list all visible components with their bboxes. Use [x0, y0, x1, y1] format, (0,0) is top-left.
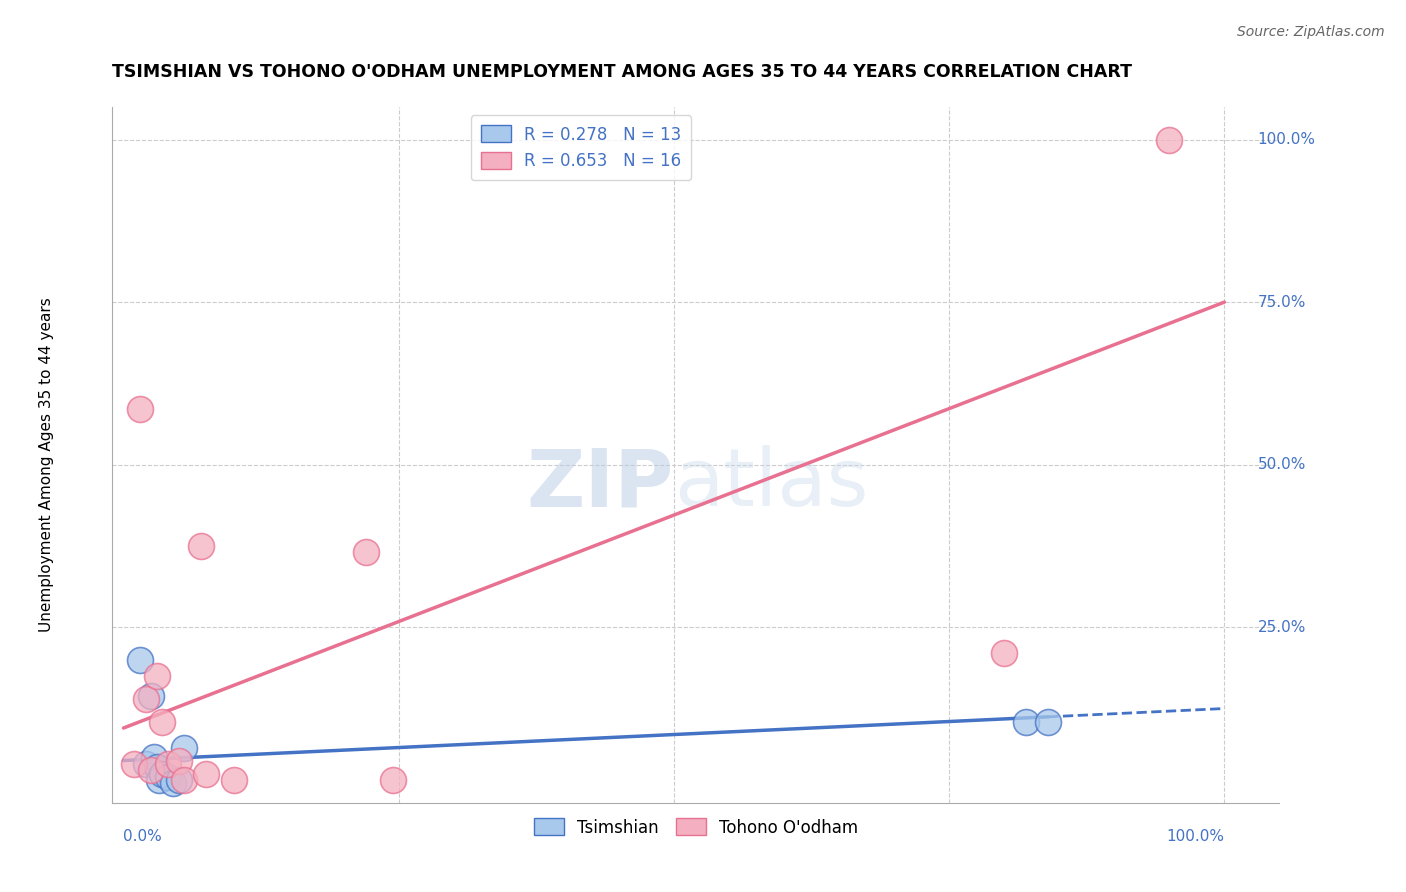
Point: [156, 770, 179, 784]
Point: [148, 772, 170, 787]
Point: [134, 691, 156, 706]
Point: [139, 764, 162, 778]
Point: [382, 772, 405, 787]
Point: [156, 756, 179, 771]
Point: [222, 772, 245, 787]
Point: [150, 766, 173, 780]
Text: 75.0%: 75.0%: [1257, 294, 1306, 310]
Point: [173, 772, 195, 787]
Point: [124, 756, 146, 771]
Point: [1015, 714, 1038, 729]
Point: [167, 754, 190, 768]
Point: [167, 772, 190, 787]
Point: [354, 545, 377, 559]
Text: Source: ZipAtlas.com: Source: ZipAtlas.com: [1237, 25, 1385, 39]
Point: [129, 402, 152, 417]
Point: [150, 714, 173, 729]
Text: 0.0%: 0.0%: [124, 829, 162, 844]
Point: [129, 653, 152, 667]
Point: [134, 756, 156, 771]
Text: 50.0%: 50.0%: [1257, 458, 1306, 472]
Point: [993, 646, 1015, 660]
Text: Unemployment Among Ages 35 to 44 years: Unemployment Among Ages 35 to 44 years: [39, 297, 53, 632]
Legend: Tsimshian, Tohono O'odham: Tsimshian, Tohono O'odham: [527, 812, 865, 843]
Point: [162, 776, 184, 790]
Point: [1038, 714, 1060, 729]
Point: [195, 766, 218, 780]
Text: 25.0%: 25.0%: [1257, 620, 1306, 635]
Text: atlas: atlas: [673, 445, 869, 524]
Point: [1159, 132, 1181, 146]
Text: 100.0%: 100.0%: [1257, 132, 1316, 147]
Text: TSIMSHIAN VS TOHONO O'ODHAM UNEMPLOYMENT AMONG AGES 35 TO 44 YEARS CORRELATION C: TSIMSHIAN VS TOHONO O'ODHAM UNEMPLOYMENT…: [112, 63, 1132, 81]
Point: [139, 689, 162, 703]
Point: [145, 669, 167, 683]
Point: [190, 539, 212, 553]
Point: [143, 750, 166, 764]
Point: [145, 760, 167, 774]
Point: [173, 740, 195, 755]
Text: 100.0%: 100.0%: [1167, 829, 1225, 844]
Text: ZIP: ZIP: [527, 445, 673, 524]
